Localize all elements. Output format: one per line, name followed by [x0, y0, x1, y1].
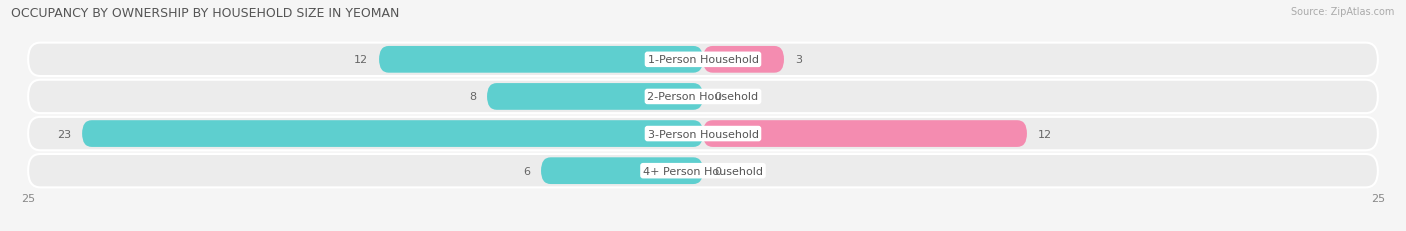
Text: Source: ZipAtlas.com: Source: ZipAtlas.com	[1291, 7, 1395, 17]
Text: 4+ Person Household: 4+ Person Household	[643, 166, 763, 176]
Text: 1-Person Household: 1-Person Household	[648, 55, 758, 65]
FancyBboxPatch shape	[703, 121, 1026, 147]
FancyBboxPatch shape	[380, 47, 703, 73]
Text: 8: 8	[470, 92, 477, 102]
FancyBboxPatch shape	[541, 158, 703, 184]
Text: 12: 12	[1038, 129, 1052, 139]
FancyBboxPatch shape	[28, 154, 1378, 188]
Text: 3: 3	[794, 55, 801, 65]
FancyBboxPatch shape	[486, 84, 703, 110]
Text: OCCUPANCY BY OWNERSHIP BY HOUSEHOLD SIZE IN YEOMAN: OCCUPANCY BY OWNERSHIP BY HOUSEHOLD SIZE…	[11, 7, 399, 20]
FancyBboxPatch shape	[82, 121, 703, 147]
Text: 12: 12	[354, 55, 368, 65]
Text: 6: 6	[523, 166, 530, 176]
Text: 0: 0	[714, 92, 721, 102]
Text: 3-Person Household: 3-Person Household	[648, 129, 758, 139]
Text: 23: 23	[58, 129, 72, 139]
FancyBboxPatch shape	[28, 117, 1378, 151]
Text: 2-Person Household: 2-Person Household	[647, 92, 759, 102]
FancyBboxPatch shape	[703, 47, 785, 73]
FancyBboxPatch shape	[28, 80, 1378, 114]
Text: 0: 0	[714, 166, 721, 176]
FancyBboxPatch shape	[28, 43, 1378, 77]
